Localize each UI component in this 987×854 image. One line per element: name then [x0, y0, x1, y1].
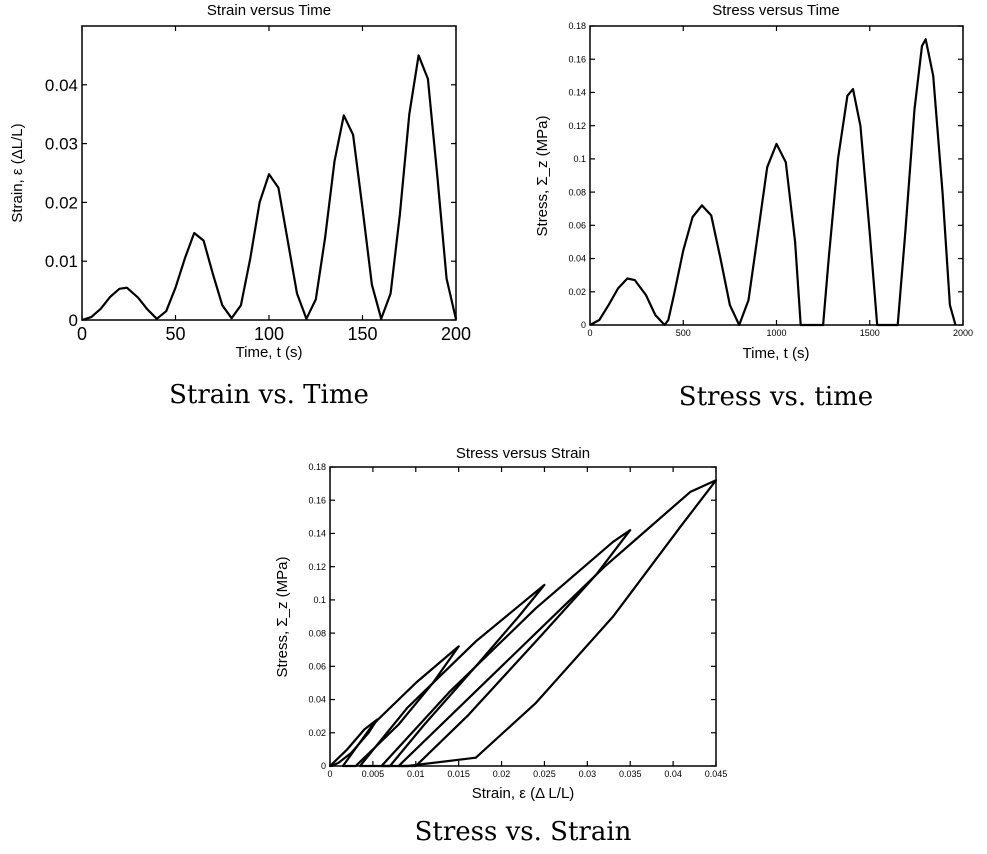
- x-tick-label: 0.005: [362, 769, 385, 779]
- y-tick-label: 0.18: [308, 462, 326, 472]
- y-tick-label: 0.18: [568, 21, 586, 31]
- y-axis: 0 0.02 0.04 0.06 0.08 0.1 0.12 0.14 0.16 0.18: [568, 21, 963, 330]
- y-tick-label: 0.1: [573, 154, 586, 164]
- y-tick-label: 0: [321, 761, 326, 771]
- x-tick-label: 0.04: [664, 769, 682, 779]
- x-tick-label: 0.03: [579, 769, 597, 779]
- plot-frame: [329, 466, 717, 767]
- y-tick-label: 0.01: [45, 252, 78, 271]
- x-tick-label: 0.045: [705, 769, 728, 779]
- x-axis: 0 0.005 0.01 0.015 0.02 0.025 0.03 0.035 0.04 0.0…: [327, 467, 727, 779]
- x-axis-label: Strain, ε (Δ L/L): [472, 785, 575, 802]
- x-tick-label: 0: [77, 324, 87, 344]
- x-tick-label: 0.035: [619, 769, 642, 779]
- x-tick-label: 0.025: [533, 769, 556, 779]
- y-axis-label: Strain, ε (ΔL/L): [9, 123, 26, 222]
- subfigure-caption: Stress vs. Strain: [415, 817, 632, 847]
- x-tick-label: 0: [587, 328, 592, 338]
- x-tick-label: 1500: [860, 328, 880, 338]
- x-tick-label: 2000: [953, 328, 973, 338]
- y-tick-label: 0.1: [313, 595, 326, 605]
- strain-vs-time-chart: Strain versus Time 0 50 100 150 200 0 0.01 0.0…: [9, 2, 471, 410]
- y-tick-label: 0.04: [45, 76, 78, 95]
- y-tick-label: 0: [581, 320, 586, 330]
- x-axis-label: Time, t (s): [743, 345, 810, 362]
- y-axis: 0 0.01 0.02 0.03 0.04: [45, 76, 456, 330]
- y-tick-label: 0.16: [308, 495, 326, 505]
- y-tick-label: 0.04: [568, 254, 586, 264]
- stress-series-line: [589, 38, 957, 327]
- y-tick-label: 0: [69, 311, 78, 330]
- plot-frame: [589, 25, 964, 326]
- subfigure-caption: Stress vs. time: [679, 382, 873, 412]
- hysteresis-loop-5: [397, 479, 718, 768]
- y-tick-label: 0.16: [568, 54, 586, 64]
- hysteresis-loops: [328, 479, 718, 768]
- x-axis: 0 500 1000 1500 2000: [587, 26, 973, 338]
- hysteresis-loop-4: [380, 529, 632, 768]
- y-tick-label: 0.14: [308, 529, 326, 539]
- x-axis: 0 50 100 150 200: [77, 26, 471, 344]
- x-tick-label: 1000: [766, 328, 786, 338]
- chart-title: Stress versus Time: [712, 2, 840, 19]
- x-tick-label: 500: [676, 328, 691, 338]
- stress-vs-strain-chart: Stress versus Strain 0 0.005 0.01 0.015 0.02…: [274, 445, 727, 847]
- y-tick-label: 0.02: [308, 728, 326, 738]
- y-tick-label: 0.04: [308, 695, 326, 705]
- x-tick-label: 0: [327, 769, 332, 779]
- y-tick-label: 0.12: [568, 121, 586, 131]
- hysteresis-loop-1: [328, 718, 379, 768]
- x-tick-label: 0.01: [407, 769, 425, 779]
- x-tick-label: 0.02: [493, 769, 511, 779]
- hysteresis-loop-3: [358, 583, 546, 768]
- y-axis-label: Stress, Σ_z (MPa): [534, 116, 551, 237]
- y-tick-label: 0.03: [45, 135, 78, 154]
- y-tick-label: 0.12: [308, 562, 326, 572]
- y-tick-label: 0.06: [568, 220, 586, 230]
- y-tick-label: 0.02: [45, 193, 78, 212]
- x-tick-label: 200: [441, 324, 471, 344]
- chart-title: Stress versus Strain: [456, 445, 590, 462]
- y-tick-label: 0.06: [308, 661, 326, 671]
- y-tick-label: 0.02: [568, 287, 586, 297]
- strain-series-line: [81, 54, 458, 322]
- x-tick-label: 100: [254, 324, 284, 344]
- plot-frame: [81, 25, 457, 321]
- subfigure-caption: Strain vs. Time: [169, 380, 369, 410]
- y-axis-label: Stress, Σ_z (MPa): [274, 557, 291, 678]
- x-axis-label: Time, t (s): [236, 344, 303, 361]
- y-tick-label: 0.08: [568, 187, 586, 197]
- y-tick-label: 0.14: [568, 88, 586, 98]
- x-tick-label: 0.015: [447, 769, 470, 779]
- x-tick-label: 150: [347, 324, 377, 344]
- x-tick-label: 50: [165, 324, 185, 344]
- chart-title: Strain versus Time: [207, 2, 331, 19]
- y-axis: 0 0.02 0.04 0.06 0.08 0.1 0.12 0.14 0.16 0.18: [308, 462, 716, 771]
- y-tick-label: 0.08: [308, 628, 326, 638]
- stress-vs-time-chart: Stress versus Time 0 500 1000 1500 2000 0 0.0…: [534, 2, 973, 412]
